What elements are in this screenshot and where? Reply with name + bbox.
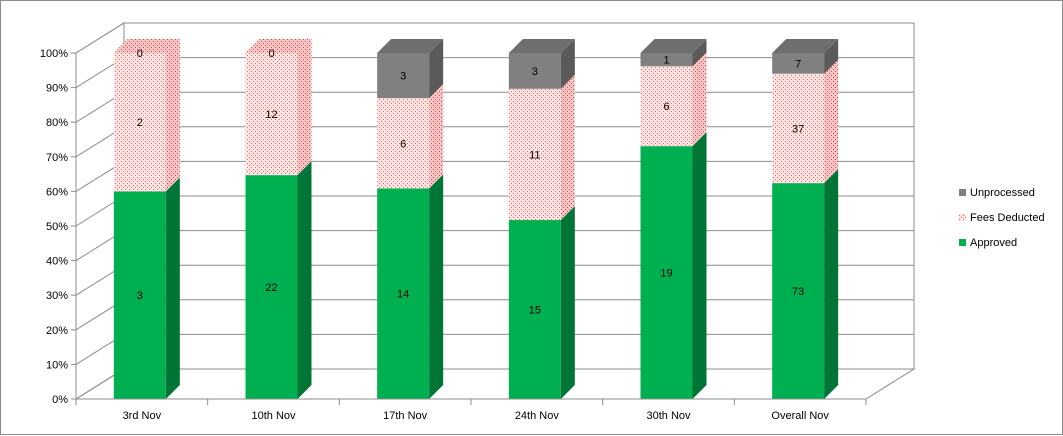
- y-tick-label: 20%: [46, 325, 68, 337]
- x-tick-label: 24th Nov: [515, 410, 560, 422]
- bar-side-unprocessed: [429, 39, 444, 99]
- bar-segment-fees-deducted: [113, 53, 166, 192]
- data-label-approved: 3: [137, 290, 143, 302]
- bar-side-unprocessed: [560, 39, 575, 89]
- bar-side-approved: [560, 206, 575, 399]
- data-label-approved: 19: [660, 268, 672, 280]
- legend-label-unprocessed: Unprocessed: [970, 187, 1035, 199]
- bar-top-cap: [245, 39, 312, 53]
- bar-segment-fees-deducted: [377, 98, 430, 189]
- y-tick-label: 90%: [46, 83, 68, 95]
- bar-segment-fees-deducted: [508, 88, 561, 221]
- data-label-fees-deducted: 6: [400, 138, 406, 150]
- bar-segment-approved: [245, 175, 298, 399]
- y-tick-label: 10%: [46, 359, 68, 371]
- y-tick-label: 80%: [46, 117, 68, 129]
- data-label-fees-deducted: 12: [265, 109, 277, 121]
- data-label-fees-deducted: 2: [137, 117, 143, 129]
- y-tick-label: 60%: [46, 186, 68, 198]
- data-label-unprocessed: 3: [400, 71, 406, 83]
- data-label-unprocessed: 0: [268, 48, 274, 60]
- bar-side-fees-deducted: [297, 39, 312, 176]
- bar-side-fees-deducted: [692, 52, 707, 147]
- bar-segment-unprocessed: [640, 53, 693, 67]
- bar-segment-fees-deducted: [245, 53, 298, 176]
- bar-side-approved: [165, 177, 180, 399]
- data-label-fees-deducted: 11: [529, 149, 540, 161]
- legend-swatch-fees-deducted: [959, 214, 966, 221]
- bar-stack: 14 6 3: [377, 39, 444, 399]
- gridline: [75, 22, 914, 54]
- bar-side-approved: [429, 174, 444, 399]
- y-tick-label: 70%: [46, 152, 68, 164]
- bar-segment-unprocessed: [772, 53, 825, 74]
- y-axis: 0% 10% 20% 30% 40% 50% 60% 70% 80% 90% 100%: [40, 48, 77, 406]
- bar-segment-unprocessed: [377, 53, 430, 99]
- data-label-unprocessed: 3: [532, 66, 538, 78]
- bar-side-approved: [692, 132, 707, 399]
- data-label-unprocessed: 7: [795, 58, 801, 70]
- y-tick-label: 0%: [52, 394, 68, 406]
- y-tick-label: 100%: [40, 48, 68, 60]
- bar-stack: 73 37 7: [772, 39, 839, 399]
- bar-segment-fees-deducted: [640, 66, 693, 147]
- x-tick-label: 17th Nov: [383, 410, 428, 422]
- bar-top-cap: [113, 39, 180, 53]
- legend-swatch-approved: [959, 239, 966, 246]
- bar-top-cap: [640, 39, 707, 53]
- bar-top-cap: [377, 39, 444, 53]
- data-label-fees-deducted: 37: [792, 123, 804, 135]
- y-tick-label: 30%: [46, 290, 68, 302]
- bar-segment-approved: [508, 220, 561, 399]
- bar-stack: 15 11 3: [508, 39, 575, 399]
- bar-segment-approved: [377, 188, 430, 399]
- x-tick-label: 3rd Nov: [123, 410, 162, 422]
- bar-side-fees-deducted: [165, 39, 180, 192]
- bar-top-cap: [508, 39, 575, 53]
- legend-label-approved: Approved: [970, 237, 1017, 249]
- bar-segment-approved: [772, 183, 825, 399]
- bar-top-cap: [772, 39, 839, 53]
- x-axis: 3rd Nov 10th Nov 17th Nov 24th Nov 30th Nov O…: [75, 398, 867, 422]
- data-label-approved: 22: [265, 282, 277, 294]
- bar-side-approved: [297, 161, 312, 399]
- x-tick-label: 30th Nov: [646, 410, 691, 422]
- y-tick-label: 50%: [46, 221, 68, 233]
- bar-stack: 22 12 0: [245, 39, 312, 399]
- x-tick-label: 10th Nov: [251, 410, 296, 422]
- bar-segment-approved: [113, 191, 166, 399]
- bar-segment-unprocessed: [508, 53, 561, 89]
- bar-side-unprocessed: [824, 39, 839, 74]
- data-label-fees-deducted: 6: [663, 101, 669, 113]
- bar-side-fees-deducted: [429, 84, 444, 189]
- y-tick-label: 40%: [46, 256, 68, 268]
- data-label-unprocessed: 0: [137, 48, 143, 60]
- legend: Unprocessed Fees Deducted Approved: [959, 187, 1045, 249]
- bar-side-fees-deducted: [560, 74, 575, 221]
- data-label-unprocessed: 1: [663, 55, 669, 67]
- data-label-approved: 14: [397, 289, 409, 301]
- bar-side-unprocessed: [692, 39, 707, 67]
- legend-swatch-unprocessed: [959, 189, 966, 196]
- bar-stack: 3 2 0: [113, 39, 180, 399]
- x-tick-label: Overall Nov: [771, 410, 829, 422]
- bar-side-approved: [824, 169, 839, 399]
- data-label-approved: 73: [792, 286, 804, 298]
- bar-segment-fees-deducted: [772, 73, 825, 184]
- legend-label-fees-deducted: Fees Deducted: [970, 212, 1045, 224]
- data-label-approved: 15: [529, 305, 541, 317]
- bar-side-fees-deducted: [824, 59, 839, 184]
- bar-segment-approved: [640, 146, 693, 399]
